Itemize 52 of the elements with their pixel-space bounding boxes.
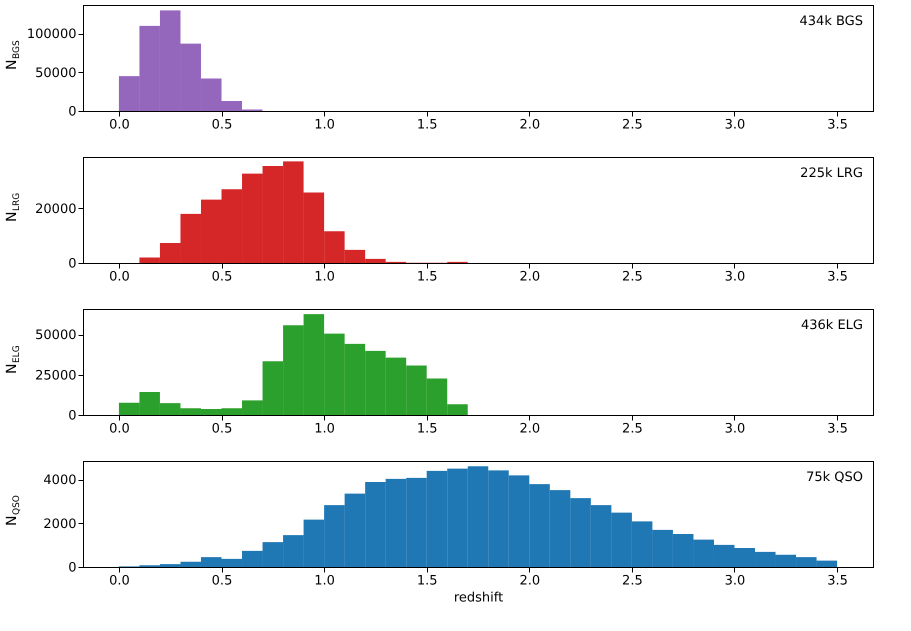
x-tick-label: 0.5 bbox=[212, 118, 232, 132]
x-tick-label: 3.5 bbox=[827, 574, 848, 588]
x-tick-label: 2.5 bbox=[622, 270, 643, 284]
annotation: 75k QSO bbox=[806, 470, 863, 485]
y-axis-title: NQSO bbox=[4, 495, 22, 526]
y-tick-label: 0 bbox=[68, 560, 76, 576]
x-tick-label: 2.0 bbox=[519, 574, 540, 588]
x-tick-label: 1.5 bbox=[416, 574, 438, 588]
x-tick-label: 0.5 bbox=[212, 270, 232, 284]
x-tick-label: 3.0 bbox=[724, 574, 746, 588]
y-axis-title: NLRG bbox=[4, 192, 22, 222]
y-tick-label: 100000 bbox=[26, 27, 76, 42]
x-tick-label: 3.0 bbox=[724, 118, 746, 132]
y-tick-label: 2000 bbox=[43, 516, 76, 532]
x-tick-label: 0.5 bbox=[212, 422, 232, 436]
y-tick-label: 4000 bbox=[43, 473, 76, 488]
x-tick-label: 0.5 bbox=[212, 574, 232, 588]
x-tick-label: 1.0 bbox=[314, 270, 335, 284]
x-tick-label: 0.0 bbox=[109, 574, 130, 588]
x-tick-label: 3.0 bbox=[724, 270, 746, 284]
y-tick-label: 0 bbox=[68, 256, 76, 272]
y-tick-label: 50000 bbox=[35, 66, 76, 81]
x-tick-label: 0.0 bbox=[109, 270, 130, 284]
x-tick-label: 2.0 bbox=[519, 270, 540, 284]
x-tick-label: 2.0 bbox=[519, 422, 540, 436]
x-axis-title: redshift bbox=[454, 590, 504, 606]
y-tick-label: 20000 bbox=[35, 202, 76, 217]
x-tick-label: 0.0 bbox=[109, 118, 130, 132]
x-tick-label: 3.5 bbox=[827, 118, 848, 132]
x-tick-label: 1.5 bbox=[416, 422, 438, 436]
annotation: 434k BGS bbox=[800, 14, 863, 29]
x-tick-label: 2.5 bbox=[622, 574, 643, 588]
y-tick-label: 0 bbox=[68, 408, 76, 424]
x-tick-label: 0.0 bbox=[109, 422, 130, 436]
y-axis-title: NELG bbox=[4, 345, 22, 374]
y-tick-label: 25000 bbox=[35, 368, 76, 384]
x-tick-label: 3.5 bbox=[827, 270, 848, 284]
x-tick-label: 3.5 bbox=[827, 422, 848, 436]
x-tick-label: 1.5 bbox=[416, 118, 438, 132]
annotation: 225k LRG bbox=[800, 166, 863, 181]
y-axis-title: NBGS bbox=[4, 40, 22, 70]
x-tick-label: 1.0 bbox=[314, 422, 335, 436]
x-tick-label: 1.0 bbox=[314, 574, 335, 588]
x-tick-label: 1.5 bbox=[416, 270, 438, 284]
y-tick-label: 0 bbox=[68, 104, 76, 120]
x-tick-label: 2.5 bbox=[622, 422, 643, 436]
x-tick-label: 2.5 bbox=[622, 118, 643, 132]
x-tick-label: 2.0 bbox=[519, 118, 540, 132]
x-tick-label: 3.0 bbox=[724, 422, 746, 436]
annotation: 436k ELG bbox=[800, 318, 863, 333]
x-tick-label: 1.0 bbox=[314, 118, 335, 132]
y-tick-label: 50000 bbox=[35, 328, 76, 344]
